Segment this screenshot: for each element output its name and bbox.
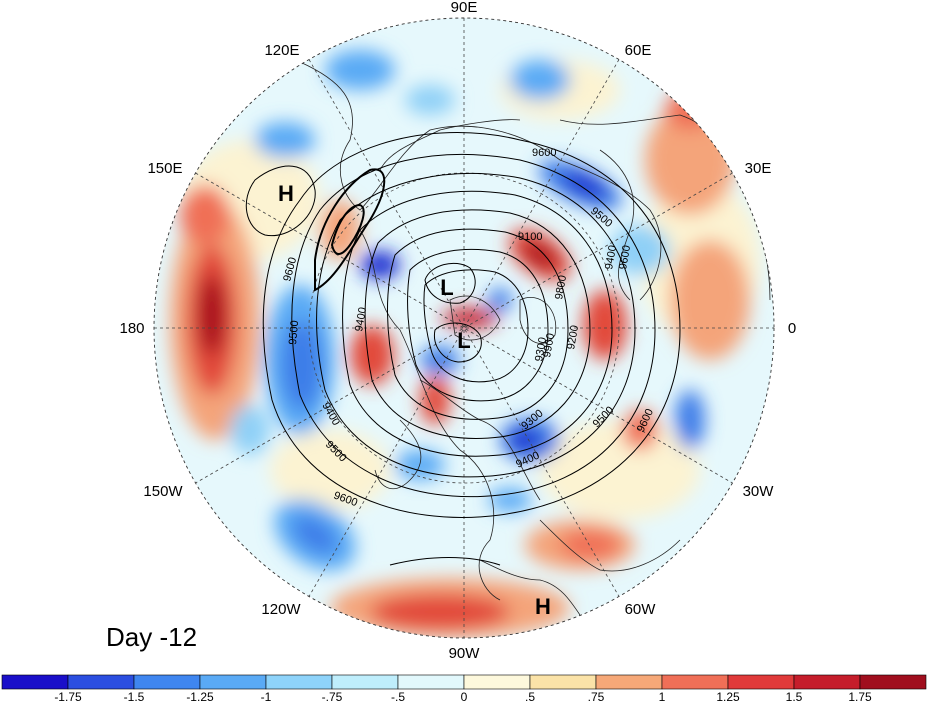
lon-label-60w: 60W bbox=[625, 601, 657, 618]
pressure-systems: H L L H bbox=[278, 181, 551, 619]
height-contours bbox=[245, 132, 681, 566]
colorbar-swatch bbox=[661, 674, 729, 690]
high-pressure-marker: H bbox=[535, 594, 551, 619]
lon-label-150e: 150E bbox=[147, 160, 182, 177]
colorbar-tick-label: -1.25 bbox=[186, 690, 214, 702]
contour-label: 9200 bbox=[565, 324, 581, 350]
colorbar-swatch bbox=[463, 674, 531, 690]
lon-label-30e: 30E bbox=[745, 160, 772, 177]
colorbar-swatch bbox=[265, 674, 333, 690]
colorbar-tick-label: .75 bbox=[588, 690, 605, 702]
colorbar-tick-label: 1.5 bbox=[786, 690, 803, 702]
lon-label-60e: 60E bbox=[625, 42, 652, 59]
colorbar-swatch bbox=[859, 674, 927, 690]
colorbar-swatch bbox=[529, 674, 597, 690]
colorbar-tick-label: 1.75 bbox=[848, 690, 872, 702]
day-label: Day -12 bbox=[106, 622, 197, 652]
lon-label-150w: 150W bbox=[143, 483, 183, 500]
contour-label: 9500 bbox=[287, 320, 301, 345]
colorbar-swatch bbox=[595, 674, 663, 690]
contour-label: 9900 bbox=[541, 332, 557, 358]
high-pressure-marker: H bbox=[278, 181, 294, 206]
colorbar-tick-label: 1 bbox=[659, 690, 666, 702]
colorbar-swatch bbox=[133, 674, 201, 690]
longitude-labels: 90E 60E 30E 0 30W 60W 90W 120W 150W 180 … bbox=[119, 0, 796, 662]
colorbar-tick-label: .5 bbox=[525, 690, 535, 702]
contour-label: 9400 bbox=[353, 306, 369, 332]
colorbar-swatch bbox=[331, 674, 399, 690]
lon-label-30w: 30W bbox=[743, 483, 775, 500]
low-pressure-marker: L bbox=[457, 328, 470, 353]
colorbar-tick-label: -.75 bbox=[322, 690, 343, 702]
low-pressure-marker: L bbox=[440, 275, 453, 300]
colorbar-swatch bbox=[199, 674, 267, 690]
colorbar-tick-label: 0 bbox=[461, 690, 468, 702]
colorbar-tick-label: -1.5 bbox=[124, 690, 145, 702]
contour-label: 9800 bbox=[553, 274, 569, 300]
contour-label: 9600 bbox=[532, 147, 556, 159]
colorbar-swatch bbox=[1, 674, 69, 690]
lon-label-90e: 90E bbox=[451, 0, 478, 16]
colorbar: -1.75 -1.5 -1.25 -1 -.75 -.5 0 .5 .75 1 1.25 1.5 1.7… bbox=[1, 674, 927, 702]
contour-label: 9400 bbox=[603, 244, 619, 270]
lon-label-90w: 90W bbox=[449, 645, 481, 662]
lon-label-180: 180 bbox=[119, 320, 144, 337]
colorbar-swatch bbox=[793, 674, 861, 690]
map-boundary bbox=[153, 17, 775, 639]
colorbar-tick-label: -1 bbox=[261, 690, 272, 702]
lon-label-120e: 120E bbox=[264, 42, 299, 59]
colorbar-tick-label: -1.75 bbox=[54, 690, 82, 702]
contour-label: 9100 bbox=[518, 231, 542, 243]
colorbar-tick-label: 1.25 bbox=[716, 690, 740, 702]
lon-label-120w: 120W bbox=[261, 601, 301, 618]
colorbar-tick-label: -.5 bbox=[391, 690, 405, 702]
colorbar-swatch bbox=[727, 674, 795, 690]
colorbar-swatch bbox=[67, 674, 135, 690]
colorbar-swatch bbox=[397, 674, 465, 690]
contour-label: 9300 bbox=[533, 336, 549, 362]
contour-label: 9600 bbox=[617, 244, 633, 270]
lon-label-0: 0 bbox=[788, 320, 796, 337]
coastlines bbox=[299, 61, 771, 616]
